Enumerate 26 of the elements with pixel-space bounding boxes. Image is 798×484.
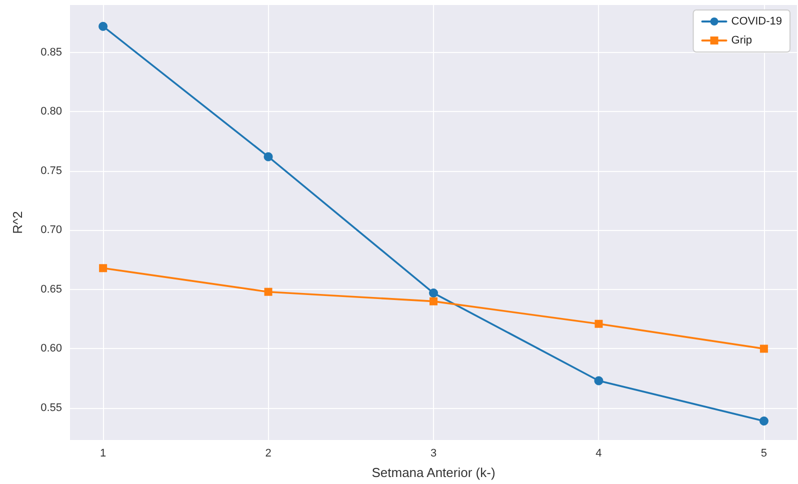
y-tick-label: 0.80 <box>40 106 62 118</box>
y-tick-label: 0.55 <box>40 402 62 414</box>
x-tick-label: 2 <box>265 448 272 460</box>
point <box>98 22 108 31</box>
x-axis-title: Setmana Anterior (k-) <box>372 465 496 480</box>
point <box>594 320 603 328</box>
x-tick-label: 5 <box>760 448 768 460</box>
x-tick-label: 4 <box>596 448 602 460</box>
y-tick-label: 0.60 <box>40 342 62 355</box>
legend-label: COVID-19 <box>731 16 782 28</box>
point <box>99 264 108 272</box>
point <box>264 152 273 162</box>
x-tick-label: 1 <box>100 448 106 460</box>
point <box>429 288 438 298</box>
y-tick-label: 0.70 <box>40 224 62 236</box>
legend-label: Grip <box>731 34 752 46</box>
x-tick-label: 3 <box>430 448 437 460</box>
y-tick-label: 0.65 <box>40 283 62 296</box>
point <box>264 288 272 296</box>
point <box>759 416 768 426</box>
point <box>594 376 604 386</box>
y-axis-title: R^2 <box>10 211 25 234</box>
point <box>760 344 768 353</box>
y-tick-label: 0.85 <box>40 46 62 58</box>
y-tick-label: 0.75 <box>40 164 62 177</box>
point <box>430 297 438 306</box>
